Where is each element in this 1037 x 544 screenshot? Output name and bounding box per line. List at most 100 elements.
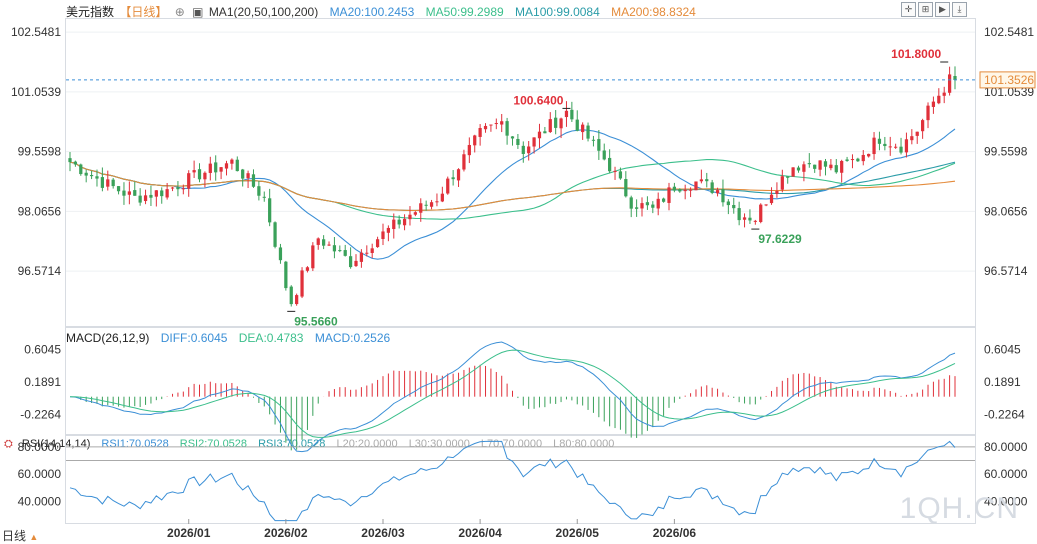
candle-body [894, 146, 898, 148]
candle-body [208, 163, 212, 173]
candle-body [953, 76, 957, 80]
candle-body [505, 121, 509, 136]
candle-body [737, 208, 741, 221]
annotation-label: 97.6229 [758, 232, 802, 246]
period-label[interactable]: 【日线】 [119, 5, 168, 19]
price-tick-right: 102.5481 [984, 25, 1034, 39]
candle-body [640, 203, 644, 209]
candle-body [181, 188, 185, 190]
candle-body [500, 121, 504, 125]
candle-body [850, 159, 855, 161]
price-annotations: 101.3526 101.8000 100.6400 95.5660 97.6229 [66, 47, 1036, 328]
candle-body [877, 138, 882, 144]
x-tick-label: 2026/01 [167, 526, 211, 540]
candle-body [354, 260, 358, 267]
macd-tick-right: -0.2264 [984, 407, 1025, 421]
candle-body [348, 256, 353, 268]
x-tick-label: 2026/05 [556, 526, 600, 540]
candle-body [780, 176, 784, 190]
annotation-label: 100.6400 [513, 93, 563, 107]
candle-body [365, 252, 369, 254]
candle-body [268, 198, 272, 223]
candle-body [343, 250, 347, 256]
gridlines [66, 31, 975, 272]
fit-icon[interactable]: ⊞ [918, 2, 933, 17]
last-price-tag [979, 71, 1036, 89]
candle-body [68, 158, 72, 163]
candle-body [89, 175, 94, 177]
dea-label: DEA:0.4783 [238, 331, 304, 345]
candle-body [478, 128, 482, 137]
candle-body [834, 165, 838, 173]
ma200-line [69, 161, 956, 211]
candle-body [295, 295, 299, 305]
candle-body [192, 170, 196, 173]
price-tick-left: 102.5481 [11, 25, 61, 39]
candle-body [829, 164, 833, 169]
candle-body [386, 227, 391, 233]
candle-body [332, 245, 337, 252]
candle-body [705, 179, 709, 182]
ma-toggle-icon[interactable]: ▣ [192, 5, 204, 19]
rsi-settings-icon[interactable]: ⛭ [4, 438, 13, 450]
candle-body [516, 138, 520, 145]
rsi-tick-left: 60.0000 [18, 467, 62, 481]
rsi-tick-right: 40.0000 [984, 495, 1028, 509]
candle-body [311, 245, 315, 269]
candle-body [305, 267, 310, 271]
candle-body [273, 222, 277, 247]
candle-body [483, 125, 488, 130]
candle-body [429, 202, 434, 207]
candle-body [937, 95, 941, 104]
panel-frames [65, 18, 976, 524]
candle-body [224, 163, 229, 169]
crosshair-icon[interactable]: ✛ [901, 2, 916, 17]
period-button[interactable]: 日线 ▲ [2, 527, 38, 544]
candle-body [694, 181, 698, 191]
candle-body [73, 161, 78, 165]
candle-body [521, 145, 525, 154]
candle-body [95, 176, 99, 179]
candle-body [872, 137, 876, 155]
candle-body [408, 214, 412, 220]
candle-body [602, 150, 606, 160]
candle-body [786, 176, 790, 178]
candle-body [203, 172, 207, 180]
rsi-tick-left: 80.0000 [18, 440, 62, 454]
candle-body [748, 217, 752, 221]
candles [68, 66, 957, 307]
candle-body [564, 110, 569, 118]
settings-icon[interactable]: ⊕ [174, 5, 185, 19]
candle-body [678, 189, 682, 192]
candle-body [699, 179, 703, 182]
export-icon[interactable]: ⤓ [952, 2, 967, 17]
period-button-label: 日线 [2, 529, 27, 543]
candle-body [823, 161, 828, 167]
rsi-line [69, 440, 956, 522]
candle-body [813, 164, 817, 169]
candle-body [802, 164, 806, 172]
candle-body [79, 164, 83, 175]
candle-body [467, 144, 471, 156]
macd-tick-left: 0.6045 [24, 342, 61, 356]
candle-body [370, 248, 374, 254]
candle-body [462, 154, 466, 170]
candle-body [759, 204, 763, 223]
price-tick-left: 101.0539 [11, 85, 61, 99]
candle-body [942, 92, 946, 96]
x-axis: 2026/01 2026/02 2026/03 2026/04 2026/05 2026/… [167, 519, 696, 540]
candle-body [424, 204, 428, 206]
candle-body [100, 177, 104, 188]
candle-body [672, 186, 677, 191]
candle-body [624, 179, 628, 197]
play-icon[interactable]: ▶ [935, 2, 950, 17]
candle-body [661, 198, 666, 202]
caret-down-icon: ▲ [29, 532, 39, 542]
candle-body [381, 231, 385, 240]
candle-body [402, 218, 407, 226]
price-tick-left: 99.5598 [18, 145, 62, 159]
candle-body [122, 190, 126, 196]
candle-body [176, 187, 180, 190]
candle-body [856, 158, 860, 162]
